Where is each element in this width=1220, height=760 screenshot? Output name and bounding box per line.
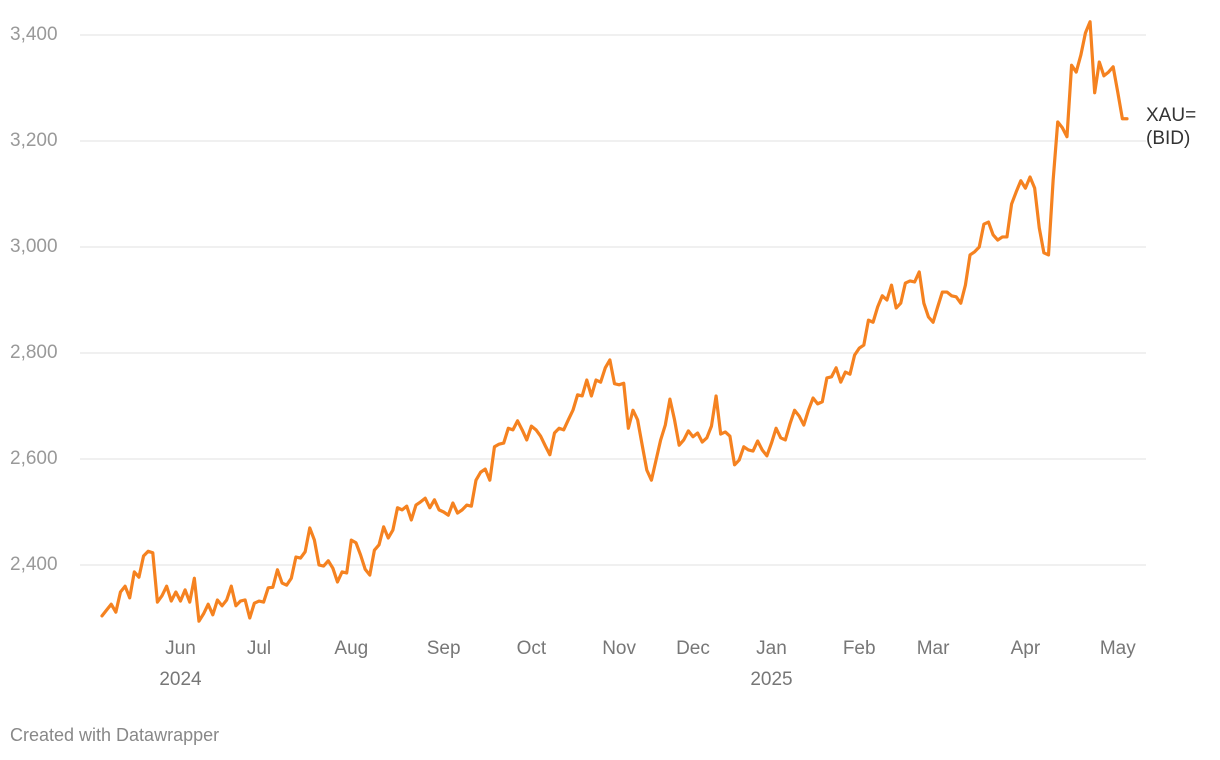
- x-tick-label: Sep: [427, 638, 461, 659]
- x-tick-label: May: [1100, 638, 1136, 659]
- x-tick-label: Aug: [334, 638, 368, 659]
- x-tick-label: Mar: [917, 638, 950, 659]
- x-year-label: 2024: [159, 669, 202, 690]
- y-tick-label: 2,400: [10, 554, 58, 575]
- x-tick-label: Jul: [247, 638, 271, 659]
- x-tick-label: Dec: [676, 638, 710, 659]
- y-tick-label: 3,400: [10, 24, 58, 45]
- y-tick-label: 3,000: [10, 236, 58, 257]
- y-tick-label: 2,800: [10, 342, 58, 363]
- x-tick-label: Jan: [756, 638, 787, 659]
- credit: Created with Datawrapper: [10, 725, 220, 745]
- line-series: [100, 20, 1129, 623]
- series-label: XAU= (BID): [1146, 105, 1197, 149]
- x-tick-label: Oct: [517, 638, 547, 659]
- x-tick-label: Apr: [1011, 638, 1041, 659]
- x-year-label: 2025: [750, 669, 792, 690]
- x-tick-label: Feb: [843, 638, 876, 659]
- y-tick-label: 2,600: [10, 448, 58, 469]
- y-tick-label: 3,200: [10, 130, 58, 151]
- x-tick-label: Jun: [165, 638, 196, 659]
- x-tick-label: Nov: [602, 638, 636, 659]
